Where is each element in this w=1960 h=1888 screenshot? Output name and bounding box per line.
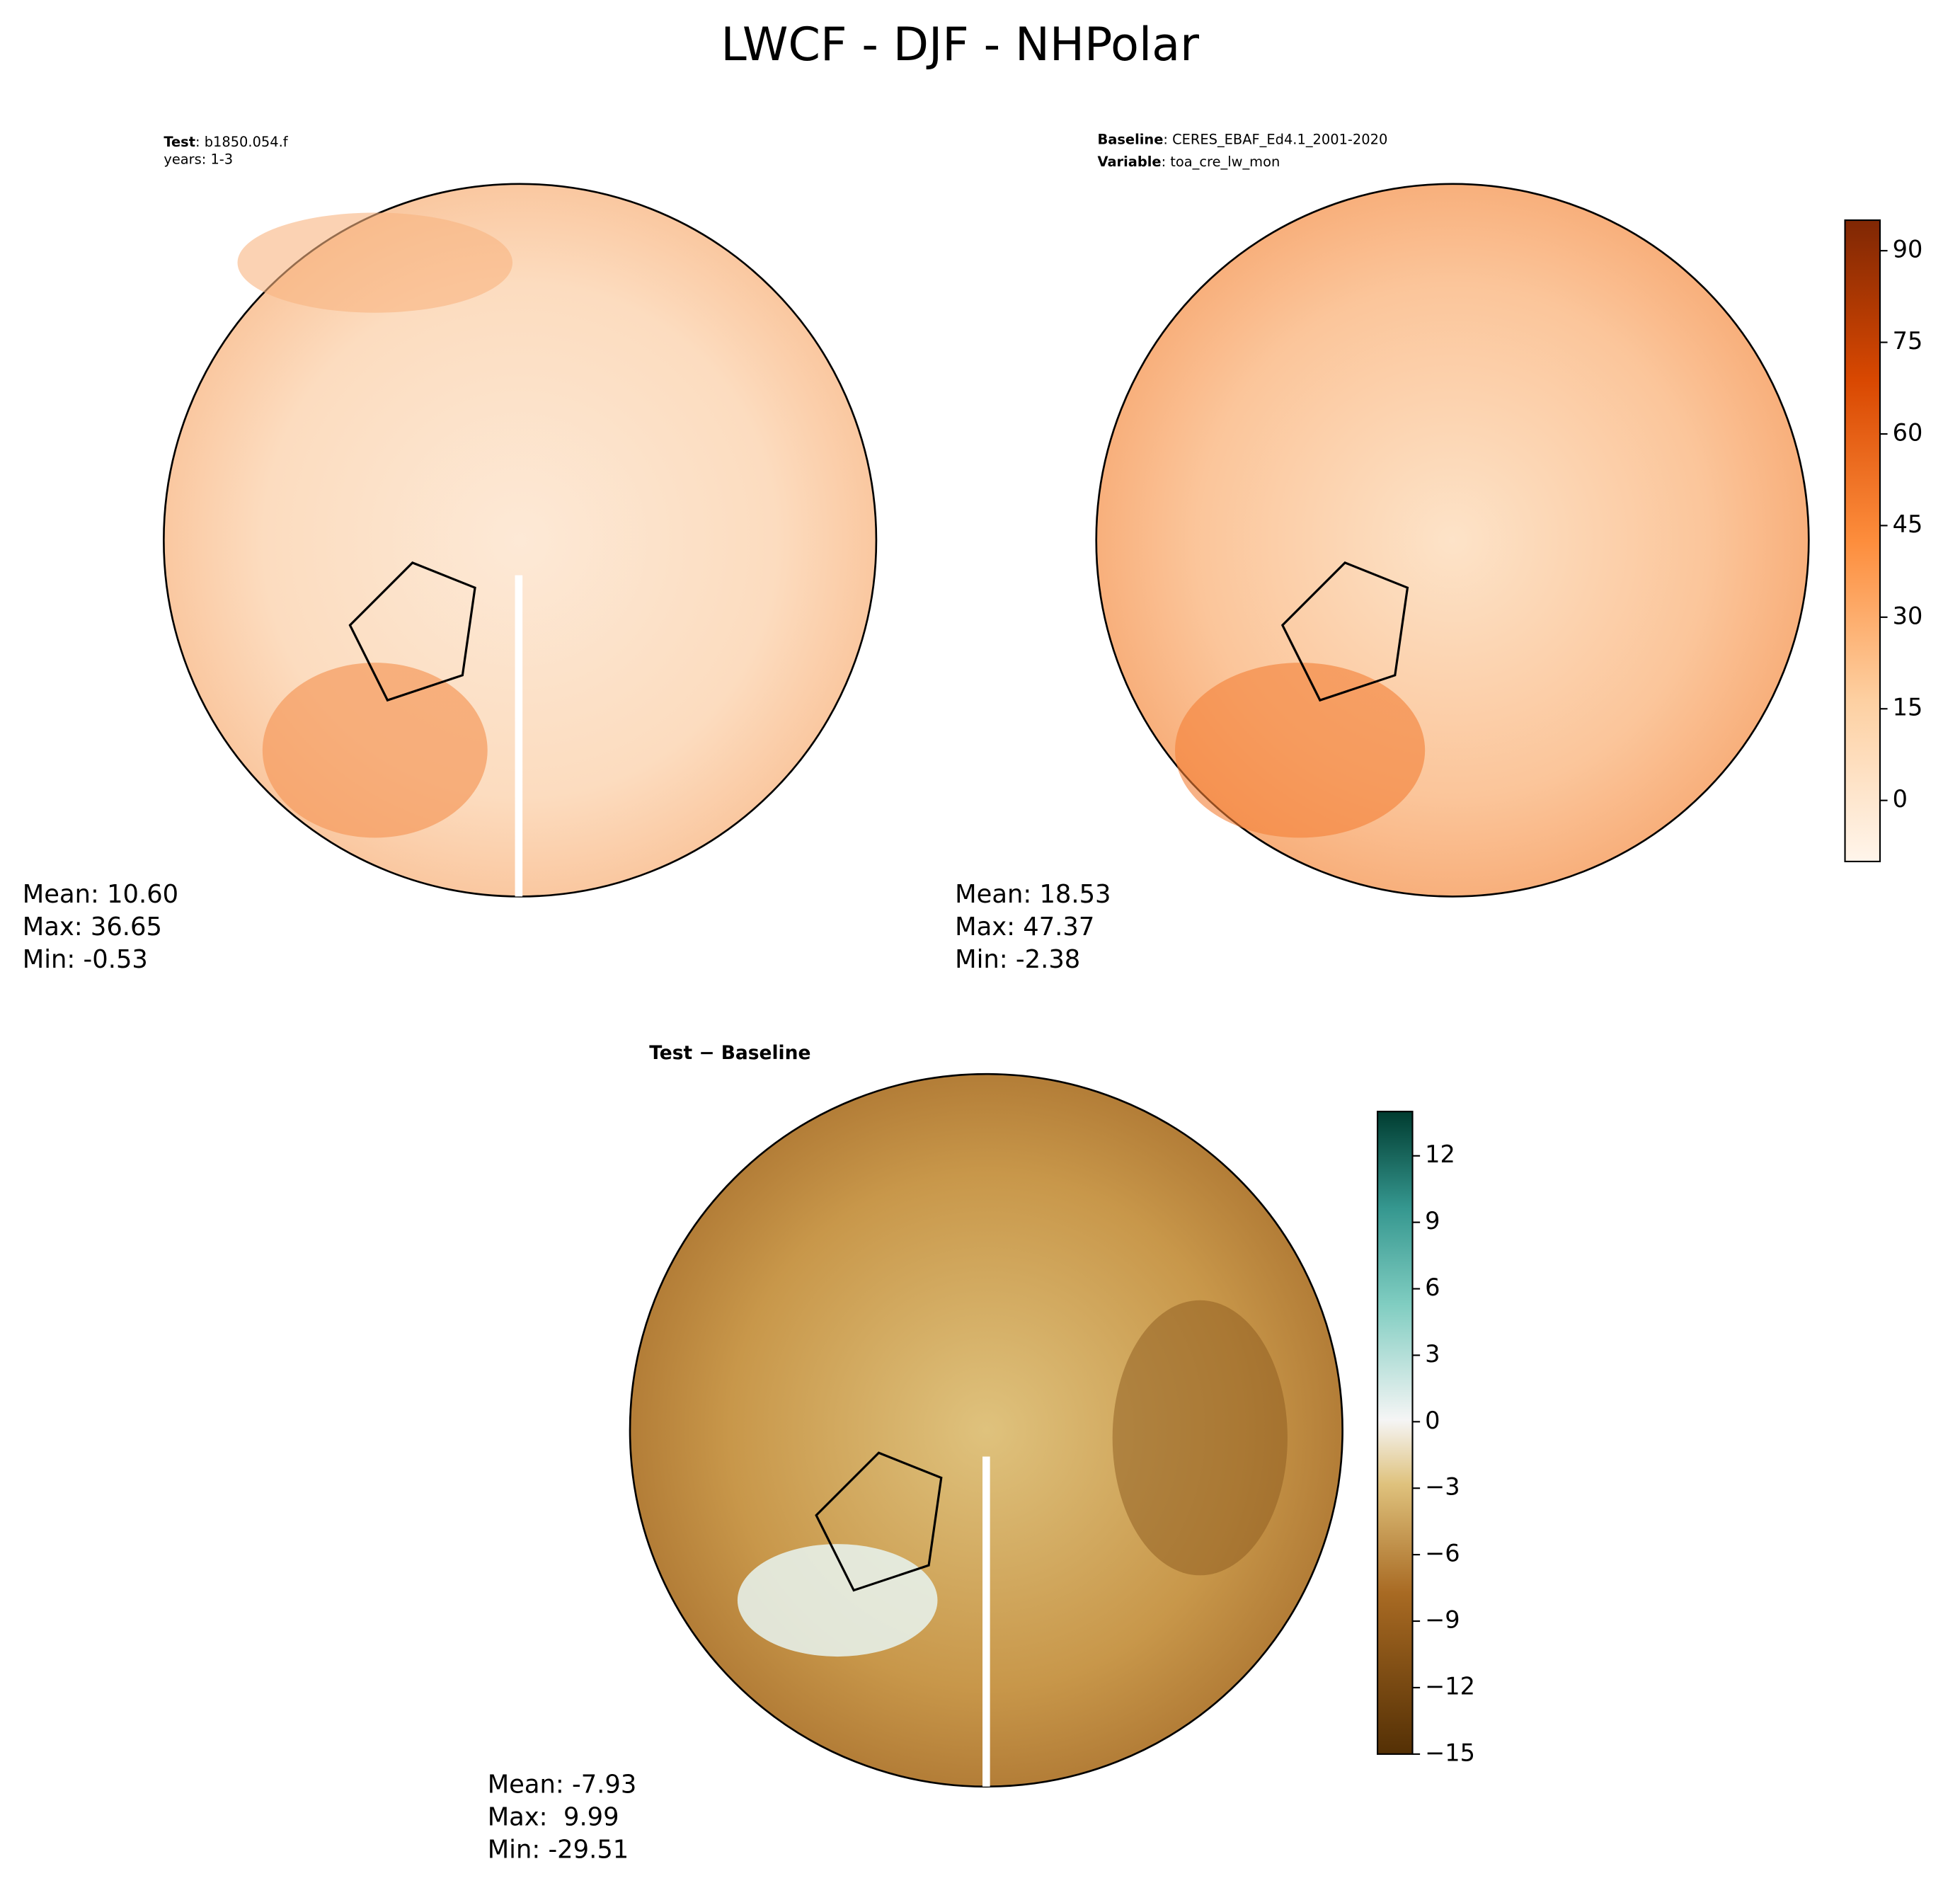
coastline [1280, 561, 1409, 702]
colorbar [1844, 219, 1881, 863]
stat: Max: 36.65 [23, 912, 162, 942]
tick-label: 0 [1425, 1407, 1440, 1434]
stat: Max: 9.99 [488, 1802, 619, 1831]
panel-label: years: 1-3 [164, 151, 233, 168]
panel-label: Test: b1850.054.f [164, 134, 288, 150]
stat: Min: -29.51 [488, 1835, 629, 1864]
colorbar [1377, 1111, 1414, 1755]
map-shade [1174, 663, 1426, 838]
map-shade [737, 1544, 938, 1657]
tick-label: −9 [1425, 1606, 1460, 1634]
tick-label: 90 [1893, 236, 1923, 263]
panel-label: Variable: toa_cre_lw_mon [1097, 154, 1280, 170]
map-shade [1112, 1300, 1288, 1576]
tick-label: 60 [1893, 418, 1923, 446]
coastline [815, 1451, 943, 1592]
stat: Mean: -7.93 [488, 1770, 637, 1800]
stat: Mean: 10.60 [23, 880, 178, 909]
tick-label: −12 [1425, 1672, 1475, 1700]
label-key: Baseline [1097, 131, 1163, 147]
label-key: Variable [1097, 154, 1161, 170]
tick-label: −6 [1425, 1540, 1460, 1567]
tick-label: 3 [1425, 1340, 1440, 1368]
tick-label: 12 [1425, 1140, 1455, 1168]
stat: Min: -0.53 [23, 945, 148, 974]
tick-label: −3 [1425, 1473, 1460, 1501]
tick-label: 15 [1893, 694, 1923, 721]
label-key: Test [164, 134, 195, 150]
tick-label: 9 [1425, 1207, 1440, 1235]
stat: Min: -2.38 [955, 945, 1080, 974]
label-value: : b1850.054.f [195, 134, 289, 150]
panel-title: Test − Baseline [649, 1042, 810, 1064]
data-gap [515, 575, 523, 897]
tick-label: −15 [1425, 1739, 1475, 1766]
coastline [348, 561, 476, 702]
tick-label: 6 [1425, 1274, 1440, 1301]
data-gap [982, 1456, 990, 1787]
tick-label: 45 [1893, 510, 1923, 538]
label-value: : toa_cre_lw_mon [1162, 154, 1280, 170]
map-shade [237, 212, 513, 313]
tick-label: 0 [1893, 785, 1908, 813]
tick-label: 75 [1893, 327, 1923, 355]
panel-label: Baseline: CERES_EBAF_Ed4.1_2001-2020 [1097, 131, 1387, 147]
label-value: : CERES_EBAF_Ed4.1_2001-2020 [1163, 131, 1387, 147]
map-shade [262, 663, 488, 838]
stat: Max: 47.37 [955, 912, 1094, 942]
tick-label: 30 [1893, 602, 1923, 629]
figure-title: LWCF - DJF - NHPolar [721, 18, 1199, 71]
stat: Mean: 18.53 [955, 880, 1111, 909]
